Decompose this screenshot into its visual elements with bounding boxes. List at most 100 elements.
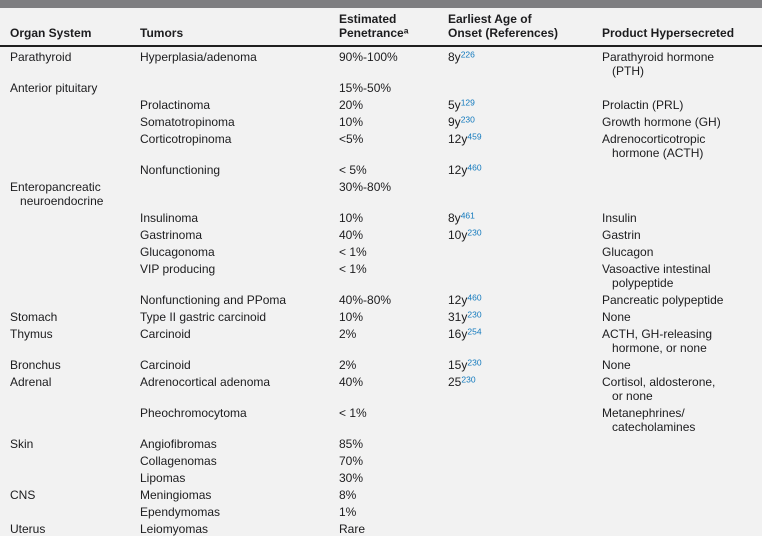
age-of-onset-cell (448, 78, 602, 95)
col-header-earliest-age-of-onset: Earliest Age of Onset (References) (448, 8, 602, 47)
penetrance-value: 70% (339, 454, 364, 468)
age-of-onset-cell: 15y230 (448, 355, 602, 372)
organ-system-value: Parathyroid (10, 50, 72, 64)
table-row: Collagenomas 70% (0, 451, 762, 468)
reference-link[interactable]: 230 (467, 357, 482, 368)
table-row: Ependymomas 1% (0, 502, 762, 519)
age-of-onset-cell: 8y226 (448, 46, 602, 78)
age-of-onset-cell: 10y230 (448, 225, 602, 242)
age-of-onset-value: 12y (448, 293, 468, 307)
reference-link[interactable]: 230 (461, 374, 476, 385)
penetrance-cell: Rare (339, 519, 448, 536)
product-cell (602, 468, 762, 485)
age-of-onset-cell (448, 434, 602, 451)
penetrance-value: < 5% (339, 163, 367, 177)
penetrance-cell: 8% (339, 485, 448, 502)
reference-link[interactable]: 230 (460, 114, 475, 125)
reference-link[interactable]: 226 (460, 49, 475, 60)
col-header-estimated-penetrance: Estimated Penetrancea (339, 8, 448, 47)
organ-system-value: Anterior pituitary (10, 81, 98, 95)
reference-link[interactable]: 461 (460, 210, 475, 221)
organ-system-cell (0, 225, 140, 242)
age-of-onset-value: 31y (448, 310, 468, 324)
organ-system-cell: Skin (0, 434, 140, 451)
table-row: Bronchus Carcinoid 2% 15y230 None (0, 355, 762, 372)
age-of-onset-cell (448, 242, 602, 259)
product-value: ACTH, GH-releasing hormone, or none (602, 327, 713, 355)
organ-system-cell (0, 208, 140, 225)
tumor-cell: Hyperplasia/adenoma (140, 46, 339, 78)
organ-system-cell: Stomach (0, 307, 140, 324)
penetrance-cell: 10% (339, 307, 448, 324)
penetrance-value: < 1% (339, 262, 367, 276)
penetrance-cell: 40% (339, 372, 448, 403)
tumor-cell: Ependymomas (140, 502, 339, 519)
reference-link[interactable]: 129 (460, 97, 475, 108)
product-cell: Parathyroid hormone (PTH) (602, 46, 762, 78)
product-value: Cortisol, aldosterone, or none (602, 375, 716, 403)
product-cell: Vasoactive intestinal polypeptide (602, 259, 762, 290)
product-cell: Cortisol, aldosterone, or none (602, 372, 762, 403)
organ-system-cell (0, 259, 140, 290)
tumor-cell: Nonfunctioning (140, 160, 339, 177)
penetrance-value: 1% (339, 505, 357, 519)
penetrance-value: 10% (339, 211, 364, 225)
product-value: Growth hormone (GH) (602, 115, 721, 129)
age-of-onset-cell (448, 519, 602, 536)
table-row: Uterus Leiomyomas Rare (0, 519, 762, 536)
penetrance-value: 10% (339, 310, 364, 324)
penetrance-value: 40% (339, 375, 364, 389)
penetrance-value: Rare (339, 522, 366, 536)
reference-link[interactable]: 230 (467, 309, 482, 320)
table-row: Enteropancreatic neuroendocrine 30%-80% (0, 177, 762, 208)
reference-link[interactable]: 459 (467, 131, 482, 142)
tumor-cell: Collagenomas (140, 451, 339, 468)
product-cell (602, 78, 762, 95)
organ-system-value: Enteropancreatic neuroendocrine (10, 180, 104, 208)
penetrance-value: < 1% (339, 406, 367, 420)
organ-system-value: Bronchus (10, 358, 61, 372)
reference-link[interactable]: 460 (467, 162, 482, 173)
tumor-value: Leiomyomas (140, 522, 209, 536)
tumor-cell: Prolactinoma (140, 95, 339, 112)
tumor-value: Lipomas (140, 471, 186, 485)
penetrance-cell: 30%-80% (339, 177, 448, 208)
organ-system-value: Thymus (10, 327, 53, 341)
tumor-value: Type II gastric carcinoid (140, 310, 267, 324)
table-row: Insulinoma 10% 8y461 Insulin (0, 208, 762, 225)
penetrance-cell: 40%-80% (339, 290, 448, 307)
tumor-value: Nonfunctioning (140, 163, 221, 177)
table-row: Nonfunctioning < 5% 12y460 (0, 160, 762, 177)
reference-link[interactable]: 254 (467, 326, 482, 337)
table-row: Lipomas 30% (0, 468, 762, 485)
tumor-cell: Insulinoma (140, 208, 339, 225)
penetrance-value: 10% (339, 115, 364, 129)
header-row: Organ System Tumors Estimated Penetrancea… (0, 8, 762, 47)
penetrance-cell: < 1% (339, 242, 448, 259)
product-value: Vasoactive intestinal polypeptide (602, 262, 711, 290)
reference-link[interactable]: 460 (467, 292, 482, 303)
organ-system-cell (0, 95, 140, 112)
tumor-cell: Pheochromocytoma (140, 403, 339, 434)
organ-system-cell: Uterus (0, 519, 140, 536)
organ-system-cell (0, 160, 140, 177)
penetrance-cell: 70% (339, 451, 448, 468)
organ-system-value: Adrenal (10, 375, 52, 389)
age-of-onset-value: 9y (448, 115, 461, 129)
penetrance-value: < 1% (339, 245, 367, 259)
tumor-cell: VIP producing (140, 259, 339, 290)
penetrance-value: 85% (339, 437, 364, 451)
age-of-onset-value: 15y (448, 358, 468, 372)
penetrance-cell: < 1% (339, 403, 448, 434)
product-value: Prolactin (PRL) (602, 98, 684, 112)
penetrance-value: 30%-80% (339, 180, 392, 194)
penetrance-value: <5% (339, 132, 364, 146)
col-header-organ-system-label: Organ System (10, 26, 92, 40)
product-cell (602, 434, 762, 451)
organ-system-cell: CNS (0, 485, 140, 502)
table-row: CNS Meningiomas 8% (0, 485, 762, 502)
reference-link[interactable]: 230 (467, 227, 482, 238)
table-row: Glucagonoma < 1% Glucagon (0, 242, 762, 259)
product-cell (602, 177, 762, 208)
tumor-cell: Angiofibromas (140, 434, 339, 451)
